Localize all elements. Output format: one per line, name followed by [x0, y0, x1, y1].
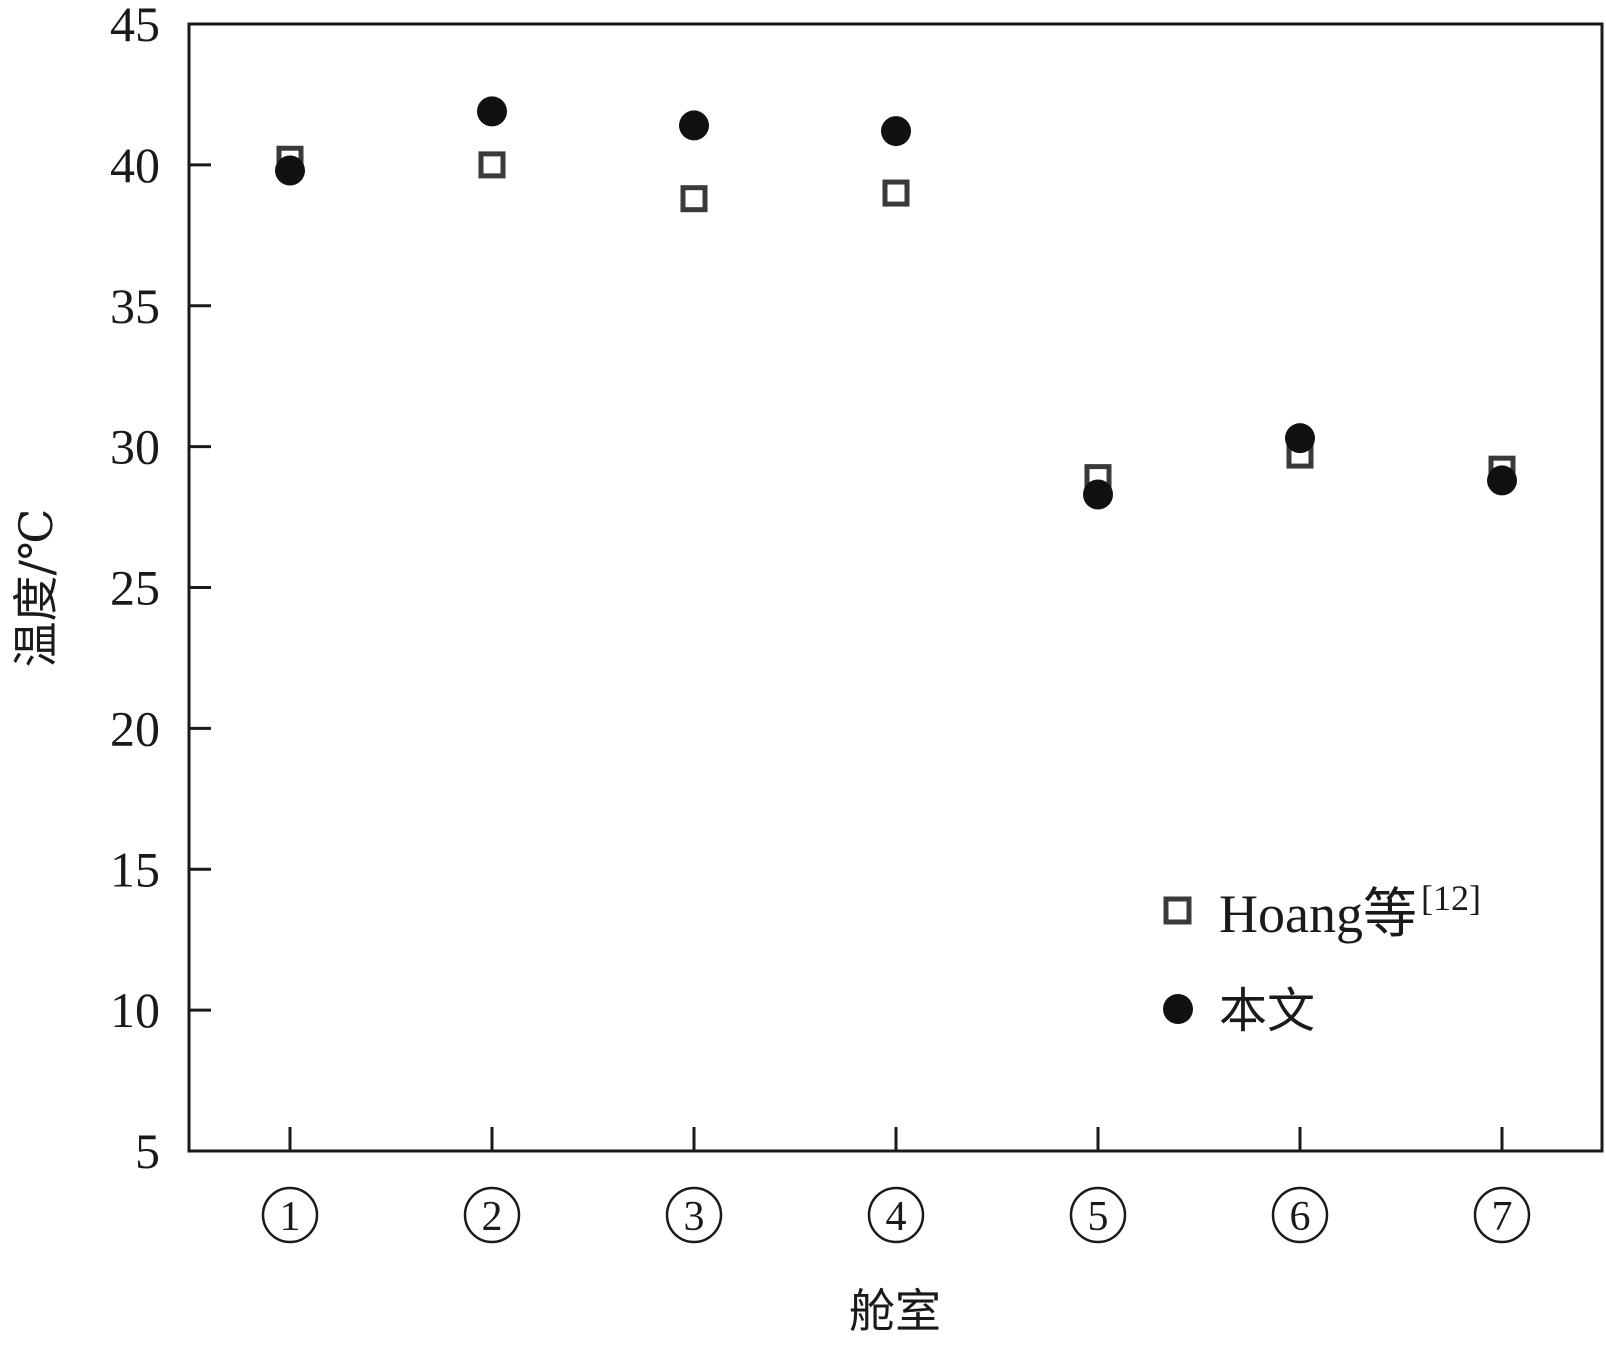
x-tick-label: 6⑥ — [1271, 1186, 1329, 1244]
legend: Hoang等 [12] 本文 — [1163, 878, 1481, 1039]
legend-label-hoang: Hoang等 [12] — [1219, 878, 1481, 944]
x-tick-label: 3③ — [665, 1186, 723, 1244]
hoang-point — [478, 151, 506, 179]
y-tick-label: 45 — [110, 0, 160, 52]
y-tick-label: 25 — [110, 560, 160, 616]
y-tick-label: 40 — [110, 137, 160, 193]
y-tick-label: 15 — [110, 841, 160, 897]
y-tick-label: 35 — [110, 278, 160, 334]
y-axis: 5 10 15 20 25 30 35 40 45 — [110, 0, 211, 1179]
x-tick-label-text: 3 — [684, 1194, 705, 1240]
x-tick-label: 4④ — [867, 1186, 925, 1244]
y-tick-label: 5 — [135, 1123, 160, 1179]
y-tick-label: 20 — [110, 700, 160, 756]
x-tick-label-ring — [1271, 1186, 1329, 1244]
x-tick-label-text: 5 — [1088, 1194, 1109, 1240]
x-tick-label: 2② — [463, 1186, 521, 1244]
x-tick-label-ring — [463, 1186, 521, 1244]
this-paper-point — [1487, 465, 1517, 496]
x-tick-label-text: 1 — [280, 1194, 301, 1240]
this-paper-point — [477, 96, 507, 127]
x-tick-label: 1① — [261, 1186, 319, 1244]
x-tick-label-text: 7 — [1492, 1194, 1513, 1240]
this-paper-point — [275, 155, 305, 186]
hoang-point — [882, 179, 910, 207]
x-tick-label: 5⑤ — [1069, 1186, 1127, 1244]
this-paper-point — [679, 110, 709, 141]
x-tick-label-ring — [1473, 1186, 1531, 1244]
x-tick-label-ring — [665, 1186, 723, 1244]
legend-label-this-paper: 本文 — [1219, 983, 1315, 1039]
x-tick-label-text: 4 — [886, 1194, 907, 1240]
legend-square-marker — [1163, 896, 1192, 925]
y-axis-title: 温度/℃ — [9, 509, 63, 668]
y-tick-label: 10 — [110, 982, 160, 1038]
x-axis: 1① 2② 3③ 4④ 5⑤ 6⑥ 7⑦ — [261, 1127, 1531, 1244]
hoang-point — [680, 185, 708, 213]
x-tick-label-text: 6 — [1290, 1194, 1311, 1240]
this-paper-point — [1285, 423, 1315, 454]
y-tick-label: 30 — [110, 419, 160, 475]
x-tick-label-text: 2 — [482, 1194, 503, 1240]
x-tick-label-ring — [1069, 1186, 1127, 1244]
x-axis-title: 舱室 — [849, 1284, 941, 1338]
x-tick-label: 7⑦ — [1473, 1186, 1531, 1244]
legend-circle-marker — [1163, 994, 1193, 1024]
x-tick-label-ring — [867, 1186, 925, 1244]
this-paper-point — [1083, 479, 1113, 510]
data-markers — [275, 96, 1517, 510]
this-paper-point — [881, 116, 911, 147]
x-tick-label-ring — [261, 1186, 319, 1244]
